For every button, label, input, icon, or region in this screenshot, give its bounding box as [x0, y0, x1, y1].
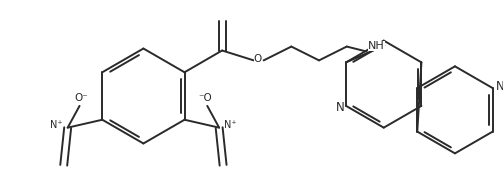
Text: N: N	[336, 101, 345, 114]
Text: N: N	[496, 80, 503, 93]
Text: N⁺: N⁺	[50, 120, 63, 130]
Text: NH: NH	[368, 41, 385, 50]
Text: O: O	[254, 54, 262, 64]
Text: N⁺: N⁺	[224, 120, 237, 130]
Text: ⁻O: ⁻O	[198, 93, 212, 103]
Text: O⁻: O⁻	[74, 93, 89, 103]
